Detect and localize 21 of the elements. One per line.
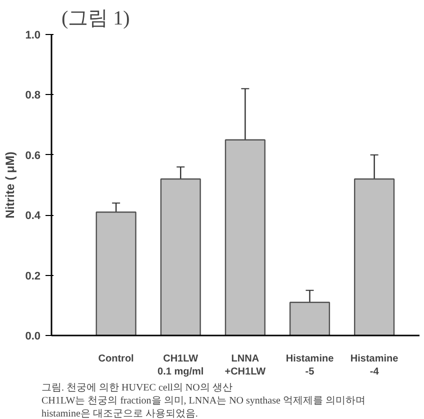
text: 그림. 천궁에 의한 HUVEC cell의 NO의 생산: [42, 382, 232, 394]
x-tick-label: Histamine -4: [350, 354, 399, 378]
y-tick-label: 0.0: [25, 330, 41, 342]
y-tick-label: 0.2: [25, 270, 41, 282]
bar: [160, 178, 201, 336]
bar: [224, 139, 266, 336]
text: histamine은 대조군으로 사용되었음.: [42, 408, 198, 419]
x-tick-label: LNNA +CH1LW: [224, 354, 266, 378]
bar: [96, 211, 136, 336]
x-tick-label: CH1LW 0.1 mg/ml: [158, 354, 204, 378]
chart-title: (그림 1): [62, 8, 130, 30]
x-tick-label: Histamine -5: [286, 354, 334, 378]
bar: [289, 302, 330, 336]
y-tick-label: 0.8: [25, 90, 41, 102]
bar: [354, 178, 395, 336]
y-tick-label: 0.6: [25, 150, 41, 162]
y-tick-label: 0.4: [25, 210, 42, 222]
x-tick-label: Control: [98, 354, 134, 364]
y-axis-title: Nitrite ( μM): [3, 152, 18, 218]
text: CH1LW는 천궁의 fraction을 의미, LNNA는 NO synthase 억제제를 의미하며: [42, 396, 366, 406]
y-tick-label: 1.0: [25, 30, 41, 42]
